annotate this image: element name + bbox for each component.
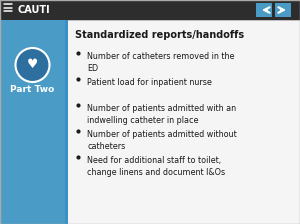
FancyBboxPatch shape <box>67 20 300 224</box>
Text: Part Two: Part Two <box>11 84 55 93</box>
Text: Number of catheters removed in the
ED: Number of catheters removed in the ED <box>87 52 235 73</box>
FancyBboxPatch shape <box>256 3 272 17</box>
Text: Number of patients admitted with an
indwelling catheter in place: Number of patients admitted with an indw… <box>87 104 236 125</box>
FancyBboxPatch shape <box>275 3 291 17</box>
FancyBboxPatch shape <box>0 0 300 20</box>
Text: Patient load for inpatient nurse: Patient load for inpatient nurse <box>87 78 212 87</box>
Text: Standardized reports/handoffs: Standardized reports/handoffs <box>75 30 244 40</box>
Text: Number of patients admitted without
catheters: Number of patients admitted without cath… <box>87 130 237 151</box>
FancyBboxPatch shape <box>0 20 65 224</box>
FancyBboxPatch shape <box>65 20 68 224</box>
Text: ♥: ♥ <box>27 58 38 71</box>
Text: Need for additional staff to toilet,
change linens and document I&Os: Need for additional staff to toilet, cha… <box>87 156 225 177</box>
Text: CAUTI: CAUTI <box>18 5 51 15</box>
Circle shape <box>16 48 50 82</box>
